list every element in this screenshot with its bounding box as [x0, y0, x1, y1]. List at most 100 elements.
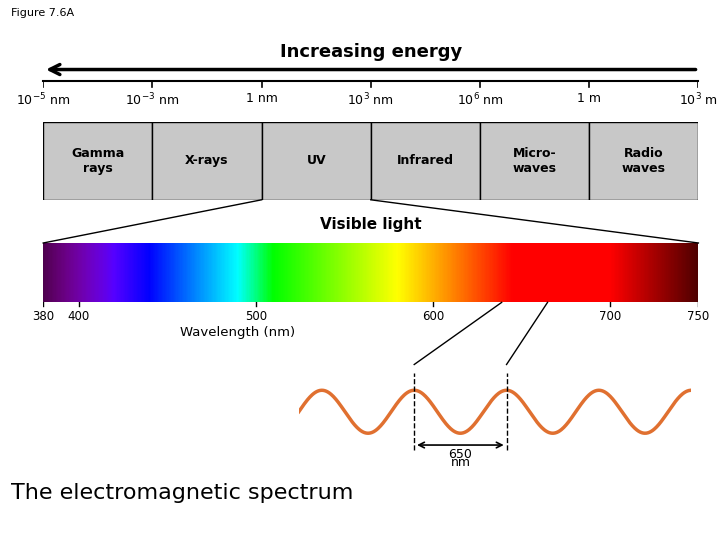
Bar — [266, 243, 267, 302]
Bar — [350, 243, 351, 302]
Bar — [42, 243, 44, 302]
Bar — [674, 243, 675, 302]
Bar — [203, 243, 204, 302]
Bar — [433, 243, 434, 302]
Bar — [230, 243, 232, 302]
Bar — [650, 243, 652, 302]
Bar — [514, 243, 516, 302]
Bar — [222, 243, 224, 302]
Bar — [508, 243, 509, 302]
Bar — [511, 243, 513, 302]
Bar — [404, 243, 405, 302]
Bar — [678, 243, 680, 302]
Bar — [322, 243, 323, 302]
Bar — [338, 243, 339, 302]
Bar — [522, 243, 523, 302]
Bar — [127, 243, 128, 302]
Bar — [174, 243, 175, 302]
Bar — [366, 243, 367, 302]
Bar — [400, 243, 401, 302]
Bar — [602, 243, 603, 302]
Text: Radio
waves: Radio waves — [622, 147, 666, 174]
Bar — [277, 243, 279, 302]
Bar — [484, 243, 485, 302]
Bar — [523, 243, 524, 302]
Bar — [443, 243, 444, 302]
Bar — [148, 243, 149, 302]
Bar — [271, 243, 272, 302]
Bar — [409, 243, 410, 302]
Bar — [451, 243, 452, 302]
Bar — [284, 243, 286, 302]
Bar — [382, 243, 384, 302]
Bar — [178, 243, 179, 302]
Bar — [672, 243, 674, 302]
Bar — [226, 243, 228, 302]
Bar — [354, 243, 355, 302]
Bar — [84, 243, 86, 302]
Bar — [428, 243, 430, 302]
Bar — [99, 243, 100, 302]
Text: $10^{-5}$ nm: $10^{-5}$ nm — [16, 92, 71, 108]
Bar — [482, 243, 484, 302]
Bar — [213, 243, 215, 302]
Bar — [427, 243, 428, 302]
Text: 750: 750 — [688, 309, 709, 322]
Bar — [468, 243, 469, 302]
Text: 600: 600 — [422, 309, 444, 322]
Bar — [225, 243, 226, 302]
Bar — [377, 243, 379, 302]
Bar — [218, 243, 220, 302]
Bar — [129, 243, 130, 302]
Bar — [569, 243, 570, 302]
Bar — [141, 243, 143, 302]
Bar — [433, 243, 435, 302]
Bar — [621, 243, 623, 302]
Bar — [472, 243, 473, 302]
Bar — [581, 243, 582, 302]
Bar — [143, 243, 144, 302]
Bar — [441, 243, 443, 302]
Bar — [53, 243, 55, 302]
Bar — [552, 243, 554, 302]
Bar — [74, 243, 76, 302]
Bar — [170, 243, 171, 302]
Bar — [86, 243, 87, 302]
Bar — [210, 243, 211, 302]
Bar — [661, 243, 662, 302]
Bar — [413, 243, 414, 302]
Bar — [631, 243, 632, 302]
Bar — [648, 243, 649, 302]
Bar — [157, 243, 158, 302]
Bar — [158, 243, 159, 302]
Bar — [176, 243, 178, 302]
Bar — [297, 243, 299, 302]
Bar — [490, 243, 492, 302]
Bar — [61, 243, 62, 302]
Bar — [686, 243, 688, 302]
Text: $10^{3}$ m: $10^{3}$ m — [679, 92, 718, 108]
Bar — [317, 243, 318, 302]
Text: $10^{3}$ nm: $10^{3}$ nm — [347, 92, 395, 108]
Bar — [662, 243, 664, 302]
Bar — [506, 243, 508, 302]
Bar — [539, 243, 540, 302]
Bar — [486, 243, 487, 302]
Bar — [279, 243, 280, 302]
Bar — [269, 243, 270, 302]
Bar — [65, 243, 66, 302]
Text: Increasing energy: Increasing energy — [279, 43, 462, 61]
Bar — [50, 243, 52, 302]
Bar — [81, 243, 82, 302]
Bar — [270, 243, 271, 302]
Bar — [130, 243, 132, 302]
Text: 400: 400 — [68, 309, 90, 322]
Bar — [44, 243, 45, 302]
Bar — [138, 243, 140, 302]
Bar — [165, 243, 166, 302]
Bar — [554, 243, 556, 302]
Bar — [603, 243, 605, 302]
Bar — [341, 243, 342, 302]
Bar — [288, 243, 289, 302]
Bar — [321, 243, 323, 302]
